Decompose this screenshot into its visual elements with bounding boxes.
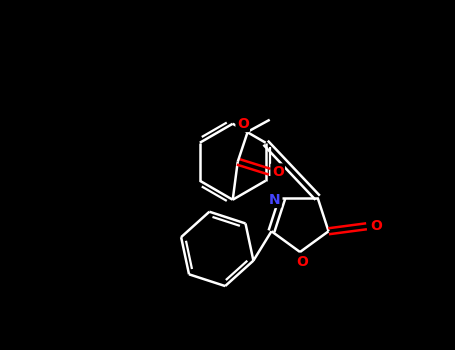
Text: O: O: [237, 117, 249, 131]
Text: N: N: [268, 193, 280, 207]
Text: O: O: [296, 255, 308, 269]
Text: O: O: [370, 219, 383, 233]
Text: O: O: [272, 165, 283, 179]
